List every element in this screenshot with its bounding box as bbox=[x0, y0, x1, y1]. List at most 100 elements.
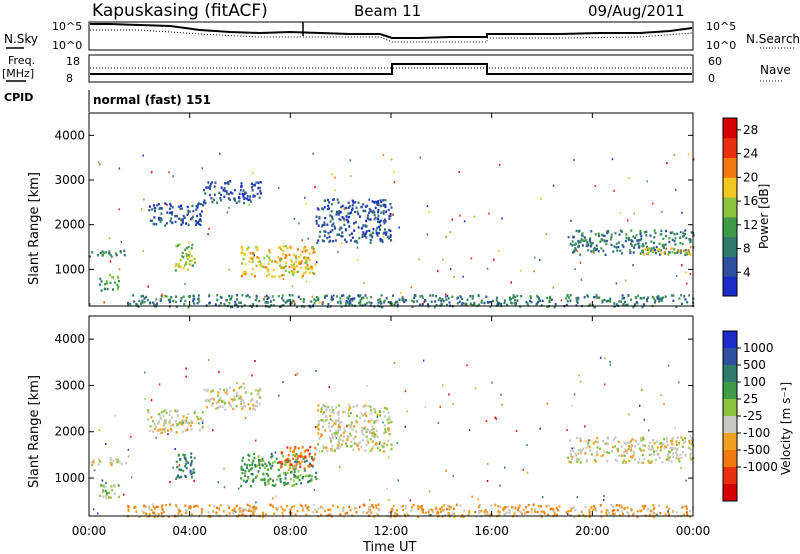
power-echo-cell bbox=[189, 218, 192, 221]
power-echo-cell bbox=[298, 256, 300, 259]
velocity-echo-speck bbox=[165, 411, 167, 414]
power-echo-cell bbox=[185, 252, 188, 256]
velocity-echo-cell bbox=[582, 514, 585, 517]
velocity-echo-cell bbox=[612, 512, 615, 515]
velocity-echo-cell bbox=[254, 463, 257, 467]
velocity-echo-cell bbox=[671, 437, 674, 440]
velocity-echo-cell bbox=[235, 504, 238, 508]
velocity-echo-cell bbox=[287, 454, 290, 457]
velocity-echo-cell bbox=[295, 463, 298, 466]
power-echo-cell bbox=[595, 294, 598, 297]
power-echo-cell bbox=[565, 297, 568, 300]
power-echo-cell bbox=[194, 261, 197, 264]
freq-panel bbox=[88, 54, 694, 83]
power-echo-speck bbox=[687, 153, 690, 156]
velocity-echo-cell bbox=[376, 419, 379, 422]
velocity-echo-cell bbox=[626, 449, 629, 452]
velocity-echo-cell bbox=[164, 504, 167, 507]
velocity-echo-speck bbox=[466, 364, 468, 367]
velocity-echo-cell bbox=[355, 443, 358, 447]
power-echo-speck bbox=[120, 240, 123, 243]
power-echo-speck bbox=[304, 196, 306, 199]
velocity-echo-cell bbox=[198, 428, 201, 432]
power-echo-cell bbox=[368, 211, 371, 215]
velocity-echo-cell bbox=[671, 439, 674, 443]
power-echo-cell bbox=[140, 295, 143, 298]
power-echo-cell bbox=[427, 304, 430, 307]
power-echo-cell bbox=[323, 230, 326, 233]
power-echo-cell bbox=[258, 186, 261, 190]
velocity-echo-cell bbox=[402, 504, 404, 508]
velocity-echo-cell bbox=[165, 419, 168, 422]
velocity-echo-cell bbox=[624, 449, 627, 453]
velocity-echo-cell bbox=[294, 513, 297, 516]
velocity-echo-cell bbox=[133, 506, 136, 509]
power-echo-cell bbox=[374, 200, 377, 204]
power-echo-cell bbox=[382, 204, 385, 207]
power-echo-cell bbox=[617, 245, 620, 249]
power-echo-cell bbox=[181, 254, 183, 258]
power-echo-cell bbox=[302, 272, 305, 275]
power-echo-cell bbox=[375, 229, 378, 232]
velocity-echo-cell bbox=[371, 504, 374, 507]
power-echo-cell bbox=[317, 208, 320, 211]
velocity-echo-cell bbox=[218, 405, 220, 409]
velocity-echo-cell bbox=[590, 453, 593, 456]
velocity-echo-cell bbox=[348, 404, 351, 407]
power-echo-cell bbox=[516, 294, 519, 298]
power-echo-cell bbox=[571, 240, 574, 243]
velocity-echo-cell bbox=[455, 503, 458, 506]
power-echo-cell bbox=[117, 285, 120, 289]
velocity-echo-cell bbox=[350, 421, 353, 424]
power-ytick-label: 4000 bbox=[54, 128, 85, 142]
velocity-echo-cell bbox=[648, 461, 651, 465]
velocity-echo-speck bbox=[93, 508, 95, 511]
power-echo-cell bbox=[322, 239, 325, 243]
velocity-echo-cell bbox=[329, 436, 332, 440]
power-echo-speck bbox=[306, 280, 308, 283]
velocity-echo-speck bbox=[680, 466, 682, 469]
power-echo-cell bbox=[575, 242, 577, 245]
power-echo-cell bbox=[659, 249, 662, 252]
velocity-echo-cell bbox=[419, 505, 422, 509]
velocity-echo-cell bbox=[175, 431, 178, 434]
velocity-echo-cell bbox=[261, 478, 264, 481]
velocity-echo-cell bbox=[181, 419, 184, 423]
velocity-echo-cell bbox=[280, 452, 283, 455]
power-echo-cell bbox=[174, 269, 177, 272]
power-echo-cell bbox=[576, 301, 579, 304]
velocity-echo-cell bbox=[252, 480, 255, 483]
velocity-echo-cell bbox=[250, 506, 253, 509]
velocity-echo-cell bbox=[552, 508, 555, 511]
power-echo-cell bbox=[279, 246, 282, 249]
velocity-echo-cell bbox=[547, 513, 550, 516]
power-echo-cell bbox=[260, 263, 262, 266]
velocity-echo-speck bbox=[93, 469, 96, 472]
velocity-echo-cell bbox=[417, 505, 420, 508]
power-echo-cell bbox=[153, 303, 156, 306]
power-echo-speck bbox=[574, 268, 576, 271]
velocity-echo-cell bbox=[540, 515, 543, 518]
velocity-echo-cell bbox=[309, 445, 312, 449]
velocity-echo-cell bbox=[346, 435, 349, 438]
power-echo-speck bbox=[382, 153, 385, 156]
power-echo-speck bbox=[374, 216, 377, 219]
velocity-echo-cell bbox=[410, 509, 413, 512]
power-echo-cell bbox=[223, 189, 226, 193]
power-echo-cell bbox=[377, 209, 380, 212]
power-echo-cell bbox=[682, 235, 684, 238]
velocity-echo-cell bbox=[184, 462, 187, 465]
power-echo-cell bbox=[199, 219, 202, 222]
velocity-echo-speck bbox=[223, 467, 225, 470]
power-echo-cell bbox=[658, 248, 661, 251]
power-echo-cell bbox=[255, 297, 258, 300]
power-echo-cell bbox=[340, 205, 343, 209]
power-echo-cell bbox=[630, 298, 632, 301]
power-echo-cell bbox=[488, 300, 491, 304]
power-echo-cell bbox=[227, 182, 230, 186]
velocity-echo-cell bbox=[348, 414, 351, 418]
power-echo-speck bbox=[673, 153, 676, 156]
velocity-echo-cell bbox=[354, 435, 357, 438]
power-echo-cell bbox=[265, 294, 268, 298]
velocity-echo-cell bbox=[280, 506, 283, 509]
